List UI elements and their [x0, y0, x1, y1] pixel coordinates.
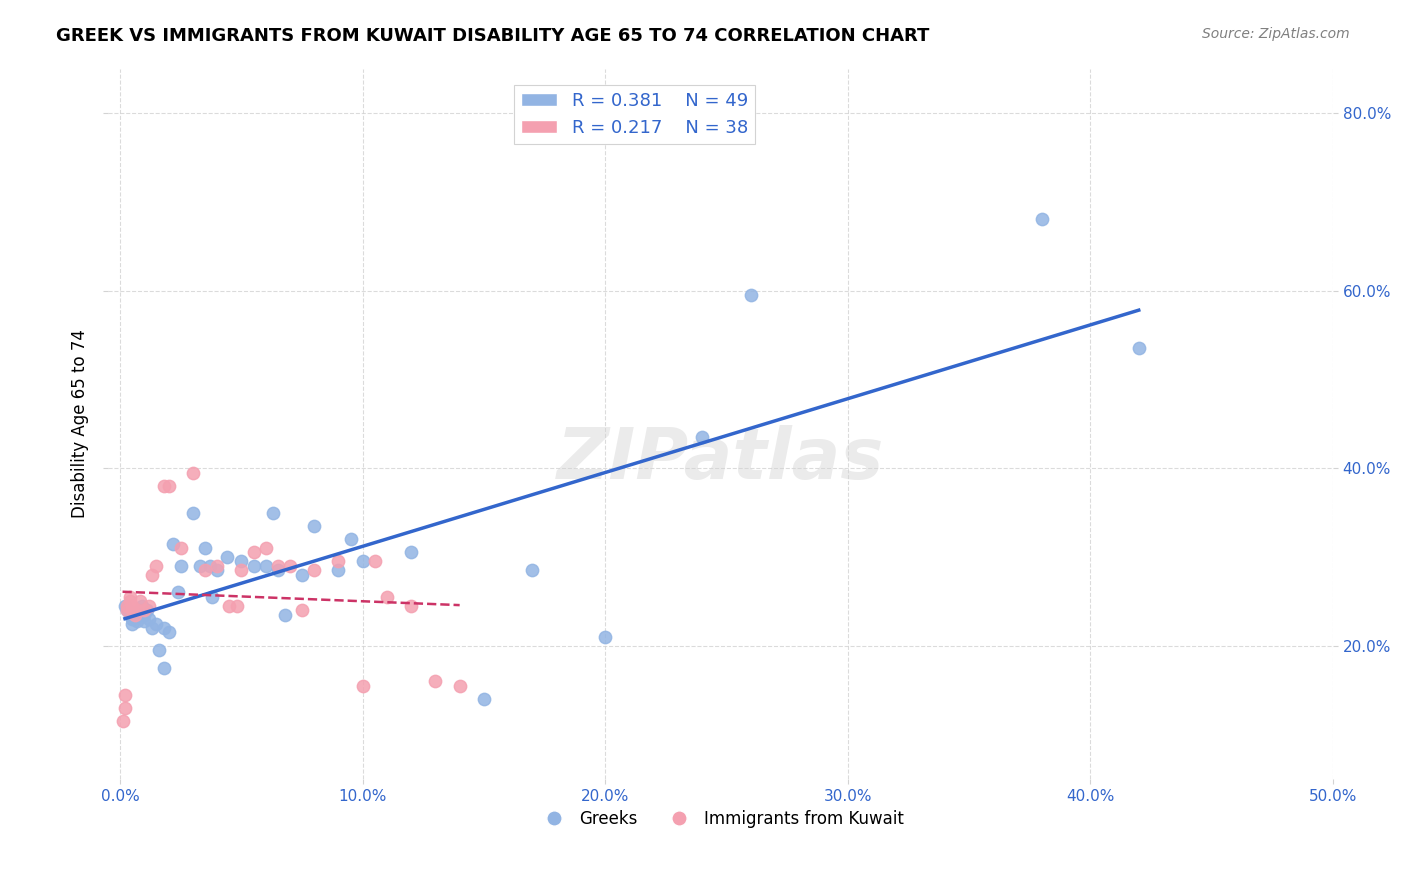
Point — [152, 621, 174, 635]
Point — [472, 692, 495, 706]
Point — [352, 554, 374, 568]
Point — [425, 674, 447, 689]
Point — [188, 558, 211, 573]
Point — [522, 563, 544, 577]
Point — [131, 599, 153, 613]
Point — [114, 701, 136, 715]
Point — [242, 545, 264, 559]
Point — [218, 599, 240, 613]
Point — [399, 599, 422, 613]
Point — [127, 610, 149, 624]
Point — [134, 607, 156, 622]
Point — [138, 612, 160, 626]
Point — [145, 558, 167, 573]
Text: ZIPatlas: ZIPatlas — [557, 425, 884, 494]
Point — [399, 545, 422, 559]
Point — [148, 643, 170, 657]
Point — [121, 599, 143, 613]
Point — [291, 567, 314, 582]
Point — [127, 614, 149, 628]
Point — [291, 603, 314, 617]
Point — [449, 679, 471, 693]
Point — [364, 554, 387, 568]
Point — [690, 430, 713, 444]
Point — [111, 714, 134, 729]
Point — [141, 621, 163, 635]
Point — [167, 585, 190, 599]
Point — [1031, 212, 1053, 227]
Point — [254, 541, 277, 555]
Y-axis label: Disability Age 65 to 74: Disability Age 65 to 74 — [72, 329, 89, 518]
Point — [121, 616, 143, 631]
Point — [339, 532, 361, 546]
Point — [328, 554, 350, 568]
Point — [128, 594, 150, 608]
Point — [194, 541, 217, 555]
Point — [274, 607, 297, 622]
Point — [134, 614, 156, 628]
Point — [117, 603, 139, 617]
Point — [254, 558, 277, 573]
Point — [205, 563, 228, 577]
Point — [198, 558, 221, 573]
Point — [157, 479, 180, 493]
Point — [302, 563, 325, 577]
Point — [328, 563, 350, 577]
Point — [242, 558, 264, 573]
Legend: Greeks, Immigrants from Kuwait: Greeks, Immigrants from Kuwait — [530, 803, 910, 835]
Point — [118, 590, 141, 604]
Point — [135, 603, 157, 617]
Point — [128, 603, 150, 617]
Point — [152, 661, 174, 675]
Point — [118, 594, 141, 608]
Point — [152, 479, 174, 493]
Point — [121, 603, 143, 617]
Point — [278, 558, 301, 573]
Point — [141, 567, 163, 582]
Point — [593, 630, 616, 644]
Point — [114, 599, 136, 613]
Point — [145, 616, 167, 631]
Point — [352, 679, 374, 693]
Point — [121, 612, 143, 626]
Text: GREEK VS IMMIGRANTS FROM KUWAIT DISABILITY AGE 65 TO 74 CORRELATION CHART: GREEK VS IMMIGRANTS FROM KUWAIT DISABILI… — [56, 27, 929, 45]
Point — [127, 603, 149, 617]
Point — [1128, 341, 1150, 355]
Point — [170, 541, 193, 555]
Point — [162, 536, 184, 550]
Point — [170, 558, 193, 573]
Point — [302, 519, 325, 533]
Point — [231, 554, 253, 568]
Point — [118, 607, 141, 622]
Text: Source: ZipAtlas.com: Source: ZipAtlas.com — [1202, 27, 1350, 41]
Point — [740, 288, 762, 302]
Point — [124, 607, 146, 622]
Point — [138, 599, 160, 613]
Point — [225, 599, 247, 613]
Point — [181, 466, 204, 480]
Point — [117, 599, 139, 613]
Point — [124, 607, 146, 622]
Point — [181, 506, 204, 520]
Point — [231, 563, 253, 577]
Point — [194, 563, 217, 577]
Point — [375, 590, 398, 604]
Point — [134, 603, 156, 617]
Point — [267, 563, 290, 577]
Point — [215, 549, 238, 564]
Point — [114, 688, 136, 702]
Point — [201, 590, 224, 604]
Point — [267, 558, 290, 573]
Point — [205, 558, 228, 573]
Point — [157, 625, 180, 640]
Point — [262, 506, 284, 520]
Point — [117, 603, 139, 617]
